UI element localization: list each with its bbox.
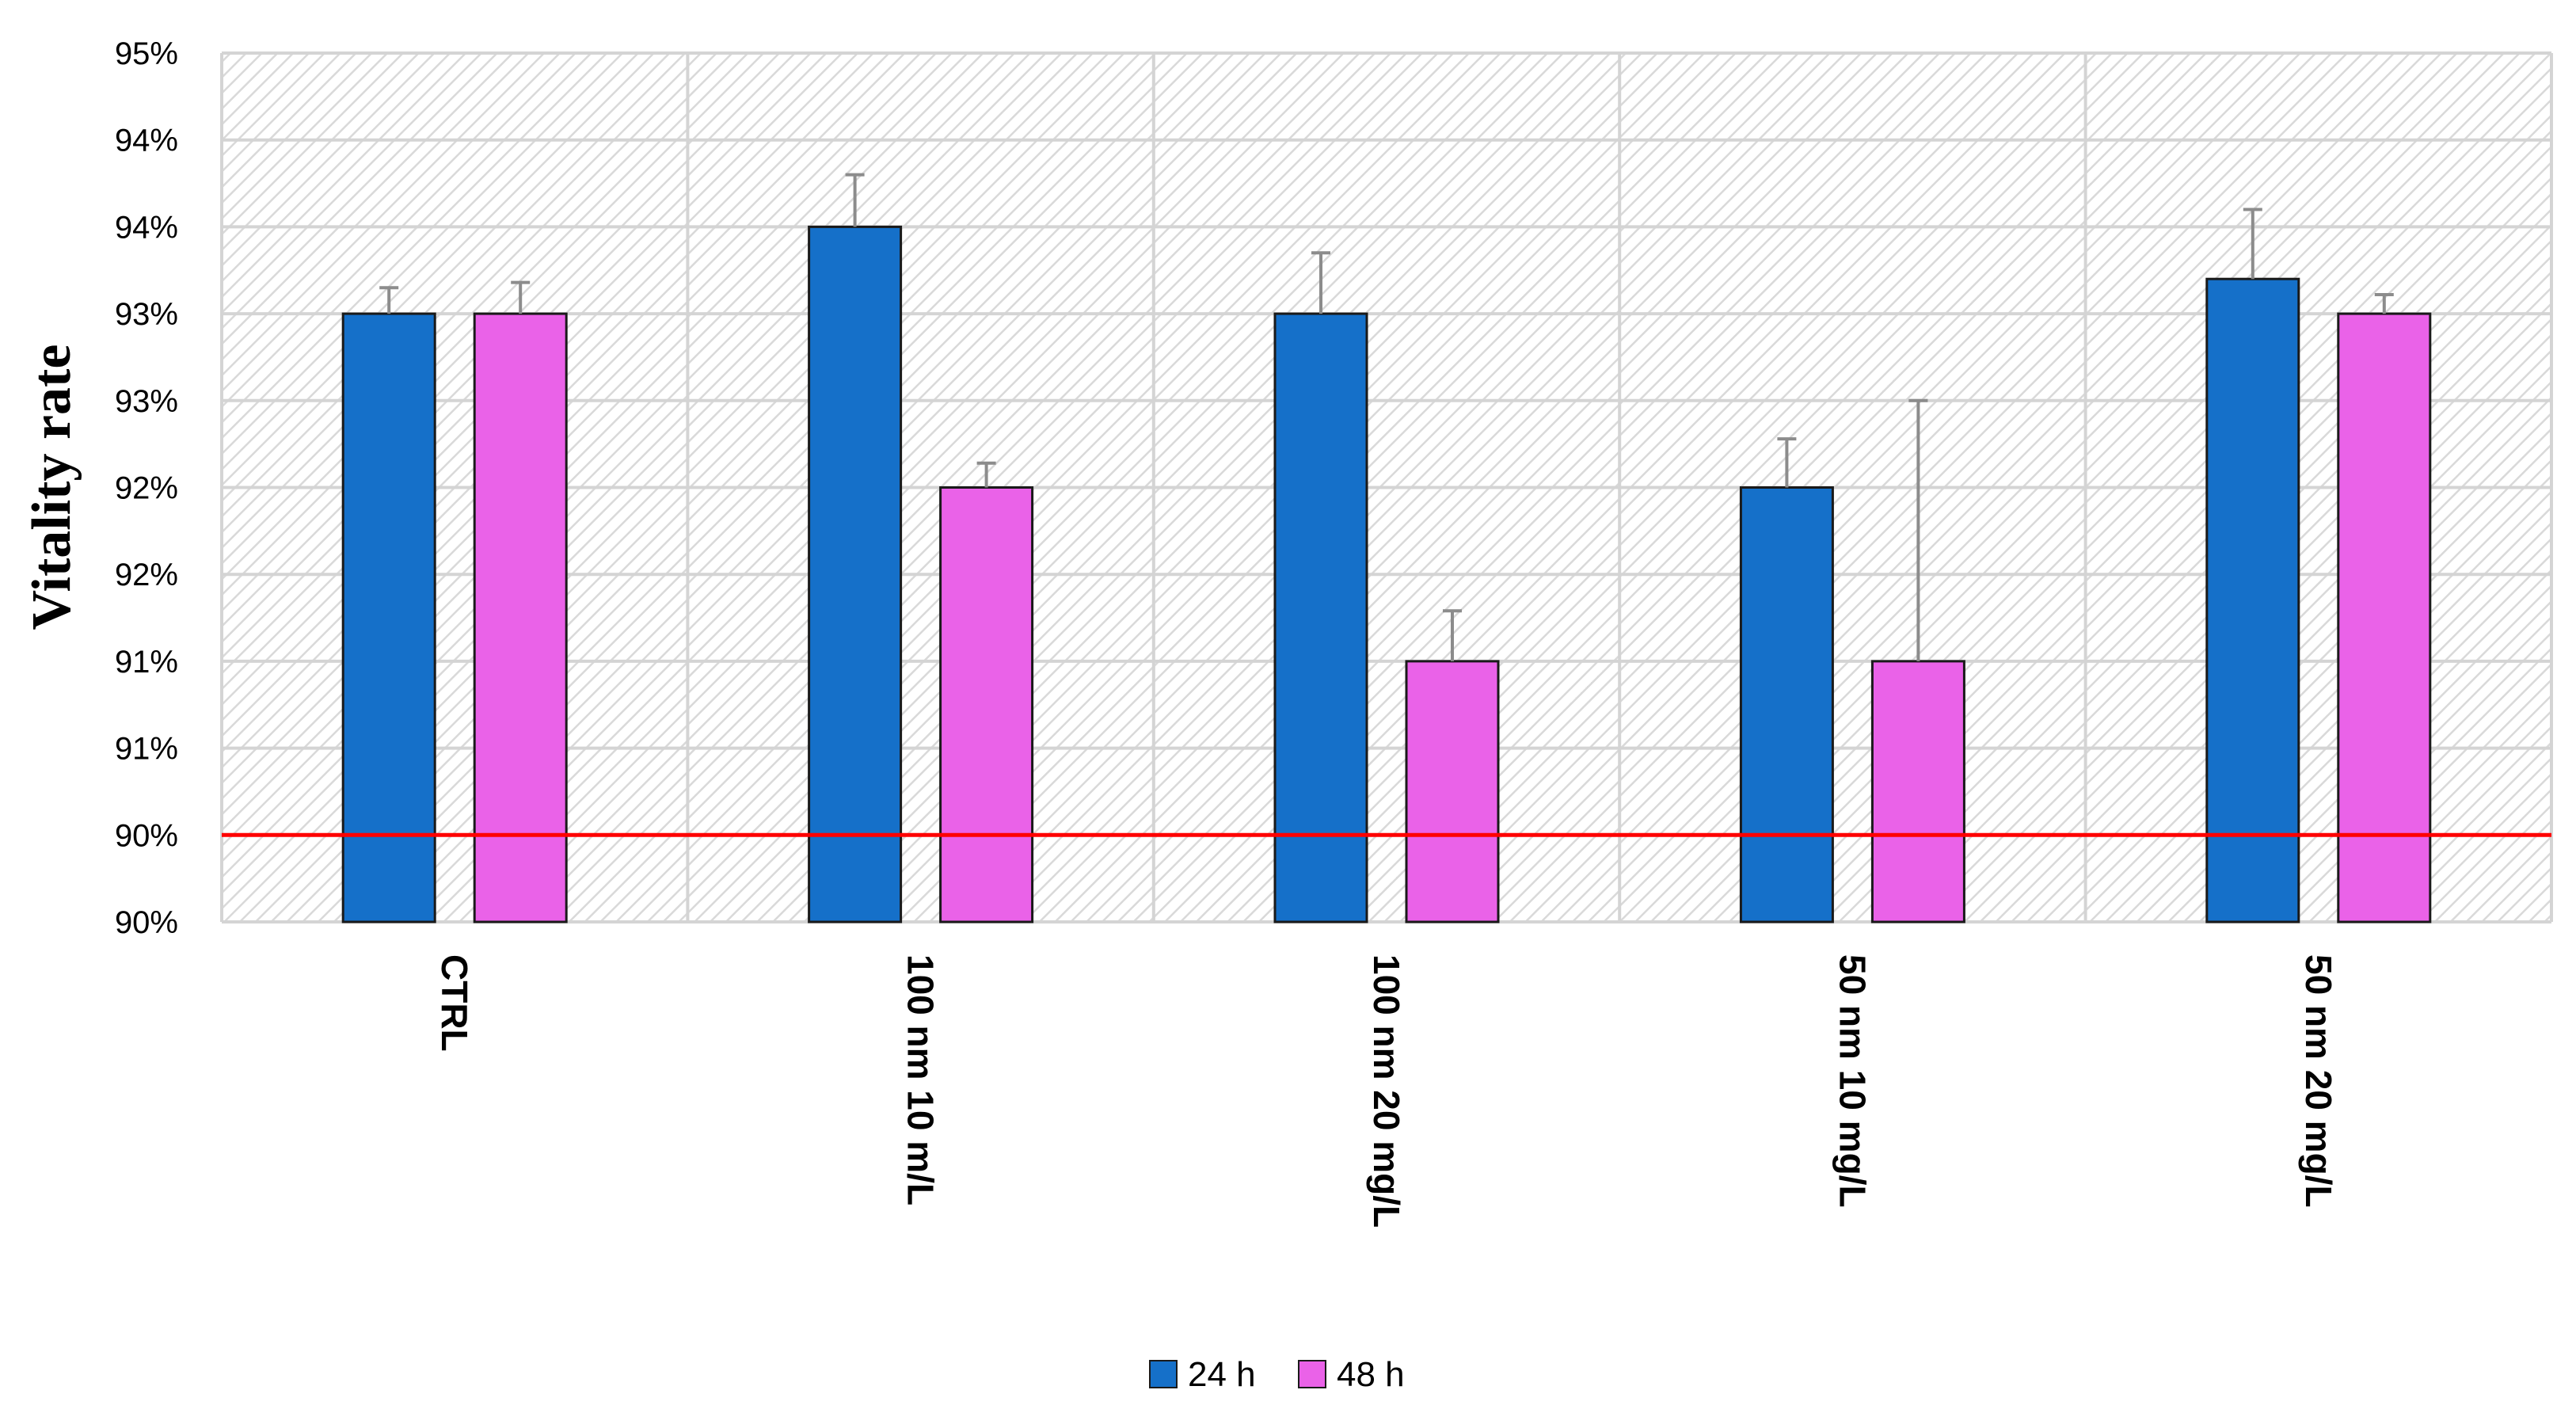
y-tick-label: 93% (115, 384, 178, 419)
x-tick-label: 50 nm 20 mg/L (2298, 954, 2339, 1208)
y-tick-label: 94% (115, 210, 178, 245)
y-axis-label: Vitality rate (21, 345, 82, 630)
x-tick-label: 100 nm 20 mg/L (1366, 954, 1407, 1228)
bar-48h-4 (2337, 312, 2432, 923)
y-tick-label: 93% (115, 297, 178, 332)
y-tick-label: 90% (115, 905, 178, 940)
x-tick-label: 100 nm 10 m/L (900, 954, 942, 1205)
y-tick-label: 92% (115, 471, 178, 506)
y-tick-label: 90% (115, 818, 178, 853)
bars (341, 225, 2432, 923)
legend: 24 h 48 h (1149, 1355, 1405, 1394)
legend-label-24h: 24 h (1188, 1355, 1256, 1394)
bar-24h-0 (341, 312, 436, 923)
bar-48h-0 (473, 312, 568, 923)
legend-label-48h: 48 h (1337, 1355, 1405, 1394)
x-tick-labels: CTRL 100 nm 10 m/L 100 nm 20 mg/L 50 nm 10 … (434, 954, 2339, 1228)
gridlines (220, 51, 2553, 923)
legend-swatch-48h (1298, 1360, 1326, 1388)
y-tick-label: 91% (115, 645, 178, 680)
bar-48h-2 (1405, 660, 1500, 923)
y-tick-label: 95% (115, 36, 178, 71)
error-bars (379, 173, 2394, 661)
bar-24h-2 (1273, 312, 1368, 923)
bar-24h-3 (1739, 486, 1834, 923)
y-tick-label: 92% (115, 558, 178, 592)
legend-swatch-24h (1149, 1360, 1178, 1388)
x-tick-label: CTRL (434, 954, 475, 1052)
bar-48h-1 (939, 486, 1034, 923)
y-tick-label: 94% (115, 124, 178, 158)
bar-48h-3 (1870, 660, 1965, 923)
y-tick-label: 91% (115, 732, 178, 767)
y-tick-labels: 90% 90% 91% 91% 92% 92% 93% 93% 94% 94% 95% (115, 36, 178, 940)
bar-24h-4 (2205, 277, 2300, 923)
x-tick-label: 50 nm 10 mg/L (1832, 954, 1873, 1208)
bar-24h-1 (808, 225, 903, 923)
